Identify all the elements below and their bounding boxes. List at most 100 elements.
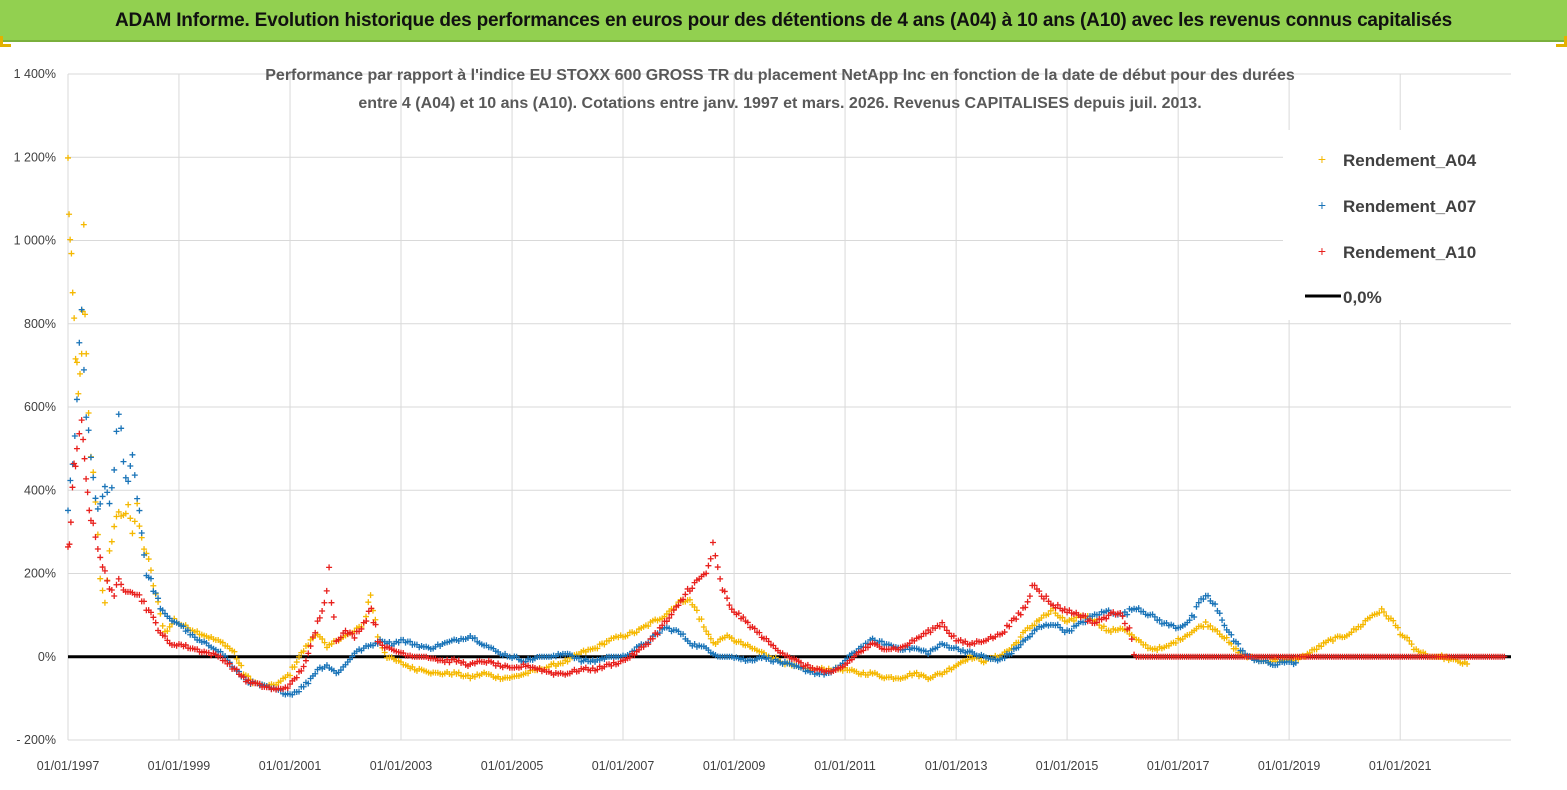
point-rendement-a04 [564,658,571,665]
point-rendement-a04 [1172,640,1179,647]
point-rendement-a10 [670,607,677,614]
y-tick-label: 1 000% [14,234,56,248]
x-tick-label: 01/01/2009 [703,759,766,773]
y-tick-label: 1 200% [14,150,56,164]
point-rendement-a10 [182,641,189,648]
point-rendement-a07 [152,589,159,596]
point-rendement-a07 [1205,592,1212,599]
point-rendement-a10 [906,640,913,647]
point-rendement-a04 [686,596,693,603]
point-rendement-a07 [1212,601,1219,608]
point-rendement-a07 [127,463,134,470]
point-rendement-a10 [922,630,929,637]
point-rendement-a10 [941,623,948,630]
point-rendement-a04 [164,628,171,635]
point-rendement-a04 [122,510,129,517]
point-rendement-a04 [125,501,132,508]
point-rendement-a04 [136,523,143,530]
point-rendement-a07 [73,396,80,403]
point-rendement-a04 [69,289,76,296]
x-tick-label: 01/01/2007 [592,759,655,773]
point-rendement-a04 [698,616,705,623]
point-rendement-a04 [1232,645,1239,652]
point-rendement-a04 [1329,638,1336,645]
point-rendement-a10 [1017,611,1024,618]
x-tick-label: 01/01/2017 [1147,759,1210,773]
point-rendement-a07 [115,411,122,418]
point-rendement-a10 [735,610,742,617]
point-rendement-a04 [80,221,87,228]
point-rendement-a04 [82,311,89,318]
point-rendement-a10 [1031,582,1038,589]
chart: 1 400% 1 200% 1 000% 800% 600% 400% 200% 0% - 20… [14,67,1511,773]
point-rendement-a04 [159,622,166,629]
point-rendement-a04 [233,655,240,662]
x-tick-label: 01/01/1999 [148,759,211,773]
point-rendement-a04 [147,567,154,574]
point-rendement-a10 [152,619,159,626]
point-rendement-a04 [1100,623,1107,630]
point-rendement-a07 [386,638,393,645]
point-rendement-a07 [85,427,92,434]
point-rendement-a07 [1228,631,1235,638]
point-rendement-a07 [80,366,87,373]
point-rendement-a07 [1001,655,1008,662]
point-rendement-a07 [94,505,101,512]
point-rendement-a10 [1024,598,1031,605]
point-rendement-a10 [1128,636,1135,643]
point-rendement-a04 [111,523,118,530]
x-tick-label: 01/01/2001 [259,759,322,773]
point-rendement-a10 [342,627,349,634]
y-tick-label: 600% [24,400,56,414]
x-tick-label: 01/01/2005 [481,759,544,773]
point-rendement-a10 [94,545,101,552]
point-rendement-a10 [298,667,305,674]
point-rendement-a04 [238,662,245,669]
point-rendement-a04 [367,592,374,599]
point-rendement-a10 [714,564,721,571]
point-rendement-a10 [1501,653,1508,660]
chart-title-line-2: entre 4 (A04) et 10 ans (A10). Cotations… [358,95,1201,112]
point-rendement-a10 [284,685,291,692]
point-rendement-a10 [86,507,93,514]
y-tick-label: 800% [24,317,56,331]
point-rendement-a10 [712,552,719,559]
point-rendement-a10 [770,642,777,649]
point-rendement-a07 [1292,659,1299,666]
x-tick-label: 01/01/2019 [1258,759,1321,773]
point-rendement-a04 [293,659,300,666]
point-rendement-a10 [675,602,682,609]
gridlines [67,73,1511,741]
point-rendement-a07 [99,493,106,500]
point-rendement-a10 [71,460,78,467]
point-rendement-a04 [1390,617,1397,624]
point-rendement-a07 [78,306,85,313]
point-rendement-a04 [291,663,298,670]
point-rendement-a10 [724,595,731,602]
point-rendement-a04 [633,629,640,636]
point-rendement-a07 [1156,616,1163,623]
point-rendement-a07 [131,472,138,479]
point-rendement-a10 [84,489,91,496]
point-rendement-a07 [1151,613,1158,620]
point-rendement-a10 [705,562,712,569]
point-rendement-a10 [337,634,344,641]
point-rendement-a07 [87,454,94,461]
point-rendement-a10 [66,541,73,548]
point-rendement-a10 [162,633,169,640]
point-rendement-a10 [104,577,111,584]
point-rendement-a07 [111,466,118,473]
point-rendement-a04 [1107,629,1114,636]
point-rendement-a10 [316,614,323,621]
point-rendement-a04 [66,211,73,218]
scatter-points [65,154,1508,698]
y-tick-label: - 200% [16,733,56,747]
point-rendement-a10 [300,663,307,670]
point-rendement-a10 [726,602,733,609]
point-rendement-a07 [471,634,478,641]
point-rendement-a10 [659,622,666,629]
point-rendement-a10 [302,657,309,664]
x-tick-label: 01/01/2003 [370,759,433,773]
point-rendement-a10 [721,588,728,595]
point-rendement-a04 [83,350,90,357]
